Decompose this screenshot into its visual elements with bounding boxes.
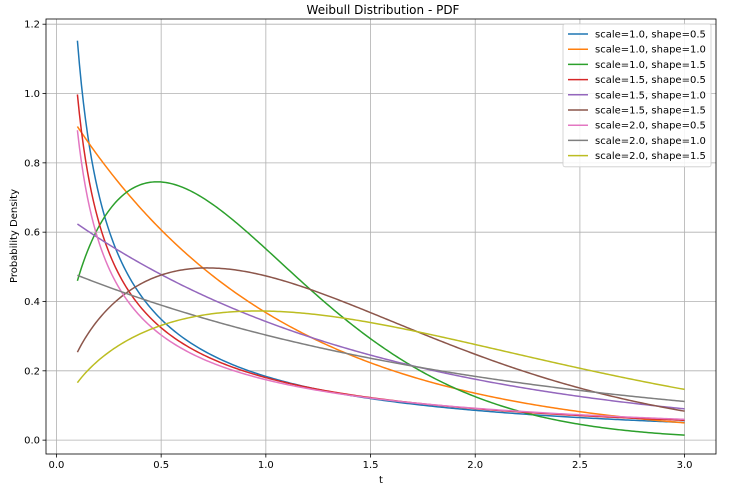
plot-lines	[76, 40, 685, 436]
chart-title: Weibull Distribution - PDF	[307, 3, 460, 17]
series-line-6	[76, 267, 685, 412]
legend-entry: scale=1.0, shape=1.0	[595, 45, 706, 56]
x-tick-label: 0.0	[49, 460, 65, 471]
series-line-2	[76, 126, 685, 424]
y-tick-label: 1.2	[24, 20, 40, 31]
x-tick-label: 1.0	[258, 460, 274, 471]
x-axis-title: t	[379, 475, 383, 486]
x-tick-label: 3.0	[677, 460, 693, 471]
series-line-5	[76, 223, 685, 410]
y-axis-title: Probability Density	[9, 189, 20, 283]
y-tick-label: 0.8	[24, 158, 40, 169]
legend-entry: scale=1.0, shape=1.5	[595, 60, 706, 71]
y-tick-label: 0.4	[24, 297, 40, 308]
legend-box	[562, 23, 712, 168]
legend-entry: scale=1.5, shape=1.5	[595, 106, 706, 117]
y-tick-label: 1.0	[24, 89, 40, 100]
series-line-8	[77, 274, 685, 403]
y-tick-label: 0.0	[24, 436, 40, 447]
legend: scale=1.0, shape=0.5 scale=1.0, shape=1.0…	[562, 23, 712, 168]
grid	[46, 19, 716, 454]
legend-entry: scale=2.0, shape=1.5	[595, 151, 706, 162]
y-tick-label: 0.6	[24, 228, 40, 239]
y-tick-label: 0.2	[24, 366, 40, 377]
series-line-9	[76, 310, 685, 391]
x-tick-label: 2.5	[572, 460, 588, 471]
legend-entry: scale=1.0, shape=0.5	[595, 30, 706, 41]
axis-ticks: 0.0 0.5 1.0 1.5 2.0 2.5 3.0 0.0 0.2 0.4 0.6 0.8 1.0 1…	[24, 20, 692, 471]
series-line-3	[76, 181, 685, 436]
legend-entry: scale=1.5, shape=0.5	[595, 75, 706, 86]
x-tick-label: 1.5	[363, 460, 379, 471]
x-tick-label: 2.0	[467, 460, 483, 471]
legend-entry: scale=2.0, shape=1.0	[595, 136, 706, 147]
series-line-7	[76, 130, 685, 421]
legend-entry: scale=2.0, shape=0.5	[595, 121, 706, 132]
legend-entry: scale=1.5, shape=1.0	[595, 90, 706, 101]
x-tick-label: 0.5	[153, 460, 169, 471]
plot-frame	[45, 18, 717, 455]
